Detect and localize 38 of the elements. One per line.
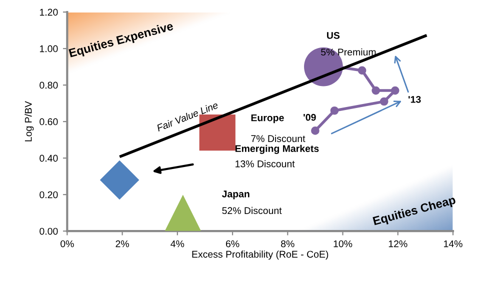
annotation: Japan	[222, 190, 250, 200]
annotation: US	[327, 32, 340, 39]
annotation: 7% Discount	[251, 134, 306, 142]
annotation: '13	[408, 96, 421, 103]
annotation: Europe	[251, 114, 284, 124]
text: Fair Value Line	[156, 101, 219, 132]
y-tick-label: 0.80	[40, 82, 58, 89]
point	[372, 86, 380, 95]
point	[164, 194, 201, 231]
point	[390, 86, 400, 95]
x-tick-label: 0%	[60, 240, 74, 248]
point	[380, 97, 388, 106]
x-tick-label: 14%	[444, 240, 462, 248]
y-tick-label: 0.00	[40, 228, 58, 235]
point	[100, 160, 140, 200]
annotation: Equities Cheap	[372, 195, 457, 228]
x-tick-label: 2%	[116, 240, 129, 248]
annotation: 5% Premium	[321, 48, 376, 56]
y-axis-title: Log P/BV	[24, 101, 34, 142]
y-tick-label: 0.40	[40, 154, 58, 162]
annotation: Emerging Markets	[235, 144, 319, 154]
x-tick-label: 10%	[334, 240, 352, 248]
annotation: '09	[304, 114, 316, 121]
y-tick-label: 1.20	[40, 8, 58, 16]
point	[311, 126, 320, 135]
x-tick-label: 4%	[170, 240, 184, 248]
x-tick-label: 8%	[281, 240, 294, 248]
x-tick-label: 6%	[226, 240, 240, 248]
point	[358, 66, 366, 75]
y-tick-label: 1.00	[40, 45, 58, 52]
point	[199, 114, 236, 151]
point	[330, 106, 339, 115]
y-tick-label: 0.60	[40, 118, 58, 126]
annotation: 13% Discount	[236, 160, 295, 168]
x-tick-label: 12%	[388, 240, 408, 248]
annotation: 52% Discount	[222, 206, 282, 214]
x-axis-title: Excess Profitability (RoE - CoE)	[192, 250, 328, 260]
y-tick-label: 0.20	[40, 191, 58, 198]
